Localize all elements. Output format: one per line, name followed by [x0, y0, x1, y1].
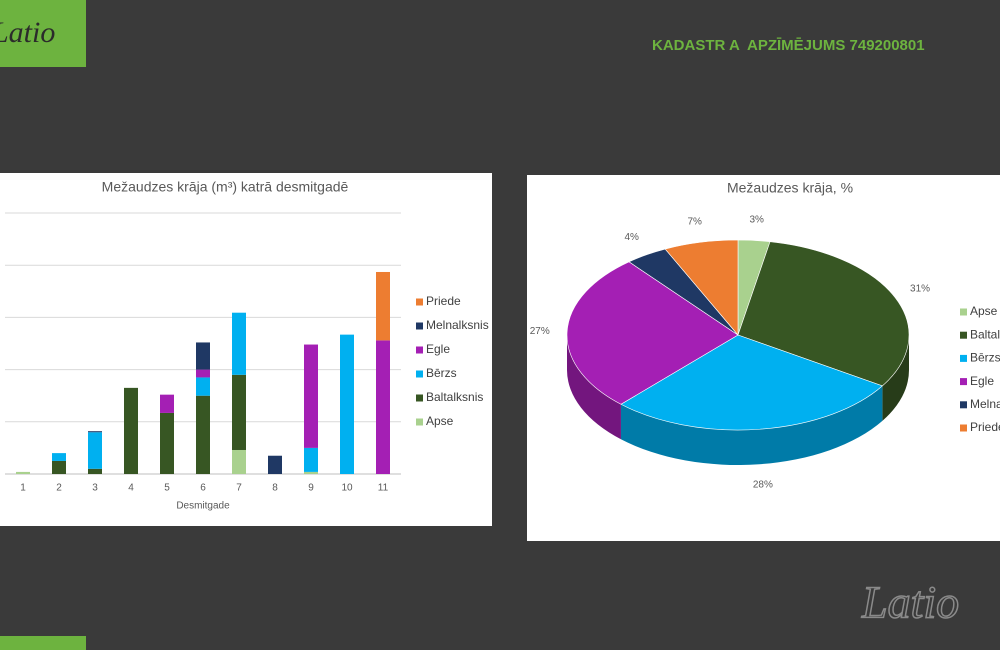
legend-swatch: [960, 354, 967, 362]
bar-segment: [304, 471, 318, 474]
bar-segment: [232, 312, 246, 375]
bar-segment: [196, 369, 210, 378]
bar-segment: [16, 471, 30, 474]
bar-segment: [304, 344, 318, 448]
bar-segment: [376, 271, 390, 341]
bar-segment: [52, 453, 66, 461]
x-tick-label: 4: [128, 483, 134, 494]
legend-label: Melnalksnis: [970, 397, 1000, 411]
legend-swatch: [416, 370, 423, 378]
bar-segment: [376, 340, 390, 474]
data-label: 7%: [688, 217, 703, 228]
legend-label: Priede: [426, 294, 461, 308]
data-label: 4%: [624, 232, 639, 243]
legend-swatch: [416, 298, 423, 306]
bar-segment: [88, 431, 102, 433]
legend-swatch: [416, 394, 423, 402]
legend-swatch: [960, 401, 967, 409]
data-label: 27%: [530, 326, 550, 337]
bar-segment: [232, 374, 246, 450]
legend-swatch: [416, 418, 423, 426]
bar-segment: [196, 395, 210, 474]
data-label: 3%: [749, 214, 764, 225]
legend-label: Baltalksnis: [970, 327, 1000, 341]
legend-label: Bērzs: [426, 366, 457, 380]
legend-swatch: [416, 346, 423, 354]
bar-segment: [52, 460, 66, 474]
x-tick-label: 1: [20, 483, 26, 494]
slice-side: [882, 335, 909, 421]
footer-logo: Latio: [861, 577, 959, 628]
x-tick-label: 8: [272, 483, 278, 494]
bar-segment: [88, 468, 102, 474]
x-tick-label: 5: [164, 483, 170, 494]
bar-segment: [304, 447, 318, 472]
x-tick-label: 7: [236, 483, 242, 494]
slice: [620, 334, 883, 431]
bar-segment: [160, 394, 174, 413]
data-label: 31%: [910, 284, 930, 295]
slice-side: [567, 335, 621, 440]
x-tick-label: 6: [200, 483, 206, 494]
legend-label: Priede: [970, 420, 1000, 434]
legend-swatch: [960, 308, 967, 316]
chart-title: Mežaudzes krāja (m³) katrā desmitgadē: [102, 179, 349, 195]
bar-chart: Mežaudzes krāja (m³) katrā desmitgadē 1 2 3…: [5, 179, 489, 512]
legend-label: Apse: [426, 414, 454, 428]
legend-label: Melnalksnis: [426, 318, 489, 332]
bar-segment: [196, 342, 210, 370]
footer-box: [0, 636, 86, 650]
pie-chart: Mežaudzes krāja, % 3% Apse 31% Baltalksnis 28…: [530, 180, 1000, 491]
slide-title: KADASTR A APZĪMĒJUMS 749200801: [652, 37, 925, 54]
chart-title: Mežaudzes krāja, %: [727, 180, 853, 196]
bar-segment: [196, 377, 210, 396]
bar-segment: [340, 334, 354, 474]
legend-swatch: [416, 322, 423, 330]
data-label: 28%: [753, 480, 773, 491]
legend-label: Apse: [970, 304, 998, 318]
slice: [566, 261, 739, 405]
legend-swatch: [960, 378, 967, 386]
x-axis-label: Desmitgade: [176, 501, 230, 512]
x-tick-label: 3: [92, 483, 98, 494]
legend-swatch: [960, 331, 967, 339]
legend-label: Bērzs: [970, 351, 1000, 365]
x-tick-label: 10: [341, 483, 353, 494]
slice-side: [620, 385, 883, 465]
bar-segment: [232, 449, 246, 474]
x-tick-label: 2: [56, 483, 62, 494]
x-tick-label: 9: [308, 483, 314, 494]
pie-sides: [567, 335, 909, 465]
x-tick-label: 11: [378, 483, 389, 494]
pie-tops: [566, 239, 910, 431]
legend-label: Egle: [426, 342, 450, 356]
bar-segment: [160, 412, 174, 474]
slice: [664, 239, 739, 336]
legend-swatch: [960, 424, 967, 432]
bar-segment: [268, 455, 282, 474]
bar-segment: [124, 387, 138, 474]
logo-box: [0, 0, 86, 67]
legend-label: Baltalksnis: [426, 390, 483, 404]
bar-segment: [88, 432, 102, 469]
logo: Latio: [0, 16, 55, 49]
legend-label: Egle: [970, 374, 994, 388]
